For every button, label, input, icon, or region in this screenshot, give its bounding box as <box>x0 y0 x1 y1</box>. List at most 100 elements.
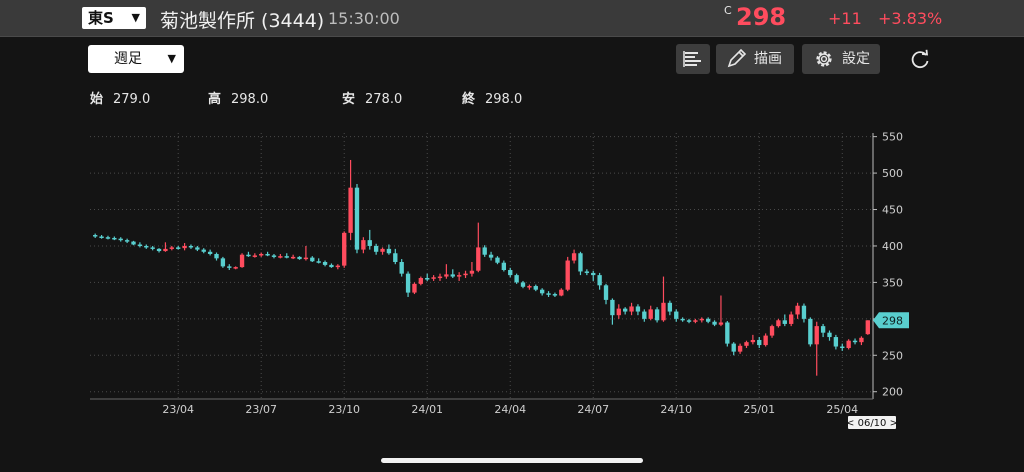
candle-body <box>137 244 143 247</box>
caret-down-icon: ▼ <box>131 11 140 24</box>
y-tick-label: 500 <box>882 167 903 180</box>
candle-body <box>712 321 717 325</box>
settings-button[interactable]: 設定 <box>802 44 880 74</box>
candle-body <box>814 326 819 345</box>
draw-button[interactable]: 描画 <box>716 44 794 74</box>
low-key: 安 <box>342 92 356 107</box>
stock-title: 菊池製作所 (3444) <box>160 10 325 32</box>
y-tick-label: 550 <box>882 131 903 144</box>
period-selector[interactable]: 週足 ▼ <box>88 45 184 73</box>
candle-body <box>188 245 194 248</box>
home-indicator[interactable] <box>381 458 643 463</box>
candle-body <box>808 318 813 345</box>
candle-body <box>214 253 219 259</box>
candle-body <box>373 245 379 252</box>
candle-body <box>559 289 564 296</box>
caret-down-icon: ▼ <box>167 52 176 65</box>
candle-body <box>431 277 436 279</box>
candle-body <box>131 241 136 245</box>
candle-body <box>195 247 200 250</box>
candle-body <box>795 305 800 315</box>
date-badge-bg[interactable] <box>848 416 896 429</box>
date-badge[interactable]: < 06/10 > <box>846 418 898 429</box>
ohlc-low: 安 278.0 <box>342 88 402 107</box>
price-change-pct: +3.83% <box>878 9 943 28</box>
candle-body <box>105 237 111 239</box>
candle-body <box>603 285 609 300</box>
candle-body <box>833 337 839 347</box>
candle-body <box>501 262 507 271</box>
candle-body <box>840 346 845 349</box>
candle-body <box>112 237 117 240</box>
candle-body <box>144 245 149 248</box>
draw-label: 描画 <box>754 51 782 67</box>
close-key: 終 <box>462 92 476 107</box>
candle-body <box>680 318 685 321</box>
period-label: 週足 <box>114 51 142 67</box>
candle-body <box>412 283 417 293</box>
candle-body <box>233 267 238 269</box>
candle-body <box>852 340 858 343</box>
candle-body <box>693 320 698 322</box>
high-key: 高 <box>208 92 222 107</box>
candle-body <box>239 254 245 268</box>
y-tick-label: 200 <box>882 386 903 399</box>
top-bar: 東S ▼ 菊池製作所 (3444) 15:30:00 C 298 +11 +3.… <box>0 0 1024 37</box>
candle-body <box>731 343 736 352</box>
candle-body <box>508 270 513 276</box>
candle-body <box>616 308 621 316</box>
close-value: 298.0 <box>485 92 523 107</box>
high-value: 298.0 <box>231 92 269 107</box>
indicator-list-button[interactable] <box>676 44 710 74</box>
candle-body <box>271 255 277 257</box>
exchange-selector[interactable]: 東S ▼ <box>82 7 146 29</box>
price-type-label: C <box>724 4 732 17</box>
candle-body <box>706 318 711 322</box>
candle-body <box>642 311 647 319</box>
candle-body <box>444 274 449 277</box>
candlestick-chart[interactable]: 55050045040035030025020023/0423/0723/102… <box>0 0 1024 440</box>
candle-body <box>718 322 724 325</box>
current-price: 298 <box>736 3 787 31</box>
candle-body <box>380 248 385 252</box>
candle-body <box>539 289 545 294</box>
candle-body <box>737 345 743 352</box>
candle-body <box>769 326 775 336</box>
candle-body <box>757 339 762 346</box>
candle-body <box>393 253 398 262</box>
candle-body <box>150 247 155 249</box>
gear-icon <box>816 51 832 67</box>
y-tick-label: 400 <box>882 240 903 253</box>
ohlc-close: 終 298.0 <box>462 88 522 107</box>
ohlc-high: 高 298.0 <box>208 88 268 107</box>
candle-body <box>591 272 596 276</box>
candle-body <box>303 257 309 260</box>
candle-body <box>201 249 206 252</box>
y-tick-label: 450 <box>882 204 903 217</box>
candle-body <box>750 339 756 343</box>
candle-body <box>744 342 749 346</box>
candle-body <box>584 271 590 273</box>
settings-label: 設定 <box>842 51 870 67</box>
x-tick-label: 23/10 <box>328 403 360 416</box>
candle-body <box>182 245 187 249</box>
candle-body <box>629 306 634 312</box>
candle-body <box>297 256 302 260</box>
candle-body <box>469 270 475 274</box>
candle-body <box>450 274 455 277</box>
x-tick-label: 25/04 <box>826 403 858 416</box>
candle-body <box>284 256 289 258</box>
candle-body <box>437 276 443 279</box>
refresh-icon[interactable] <box>909 49 931 71</box>
open-value: 279.0 <box>113 92 151 107</box>
candle-body <box>456 275 462 277</box>
candle-body <box>246 254 251 257</box>
candle-body <box>488 254 494 258</box>
list-bars-icon <box>683 51 701 67</box>
exchange-label: 東S <box>88 9 114 27</box>
candle-body <box>820 326 826 333</box>
candle-body <box>99 236 104 238</box>
candle-body <box>156 248 162 252</box>
candle-body <box>425 278 430 280</box>
x-tick-label: 24/07 <box>577 403 609 416</box>
